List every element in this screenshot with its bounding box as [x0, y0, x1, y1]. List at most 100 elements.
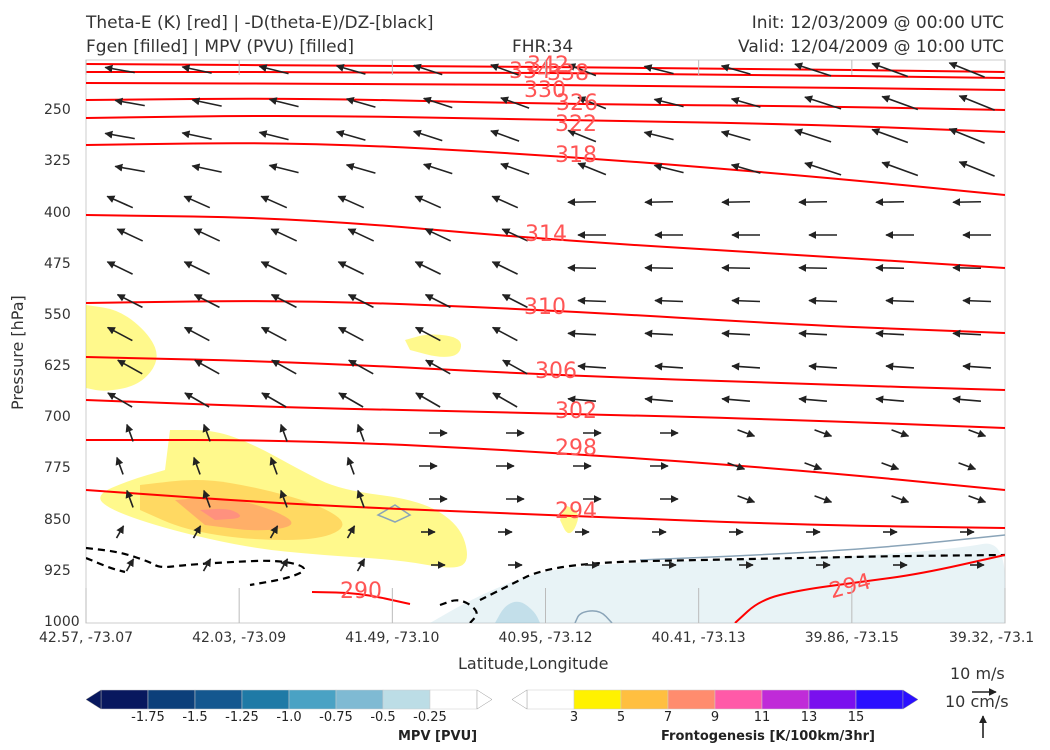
wind-vector — [270, 293, 297, 309]
filled-region-9 — [495, 601, 540, 623]
x-tick-label: 40.95, -73.12 — [498, 630, 593, 646]
theta-e-label-314: 314 — [525, 222, 567, 247]
mpv-colorbar-swatch — [241, 689, 290, 710]
wind-vector — [958, 94, 995, 111]
wind-vector — [727, 462, 746, 471]
theta-e-label-338: 338 — [547, 61, 589, 86]
chart-title-line2: Fgen [filled] | MPV (PVU) [filled] — [86, 37, 355, 57]
wind-vector — [952, 395, 982, 404]
wind-vector — [125, 423, 134, 442]
wind-vector — [346, 525, 356, 539]
y-tick-label: 475 — [44, 255, 71, 272]
wind-vector — [348, 359, 374, 375]
wind-vector — [191, 163, 222, 173]
wind-vector — [720, 64, 751, 75]
axes — [85, 60, 1006, 623]
fgen-colorbar-label: Frontogenesis [K/100km/3hr] — [661, 729, 875, 744]
wind-vector — [891, 495, 910, 504]
wind-vector — [804, 95, 842, 110]
theta-e-contour-10 — [86, 399, 1005, 429]
wind-vector — [191, 97, 222, 107]
wind-vector — [567, 129, 597, 143]
fgen-colorbar-right-arrow — [902, 689, 919, 710]
wind-vector — [948, 61, 985, 78]
wind-vector — [181, 64, 212, 74]
wind-vector — [337, 326, 364, 342]
wind-vector — [577, 296, 607, 305]
fgen-colorbar-tick: 3 — [569, 710, 579, 725]
filled-region-6 — [175, 497, 292, 531]
wind-vector — [347, 293, 374, 309]
wind-vector — [730, 97, 761, 108]
theta-e-label-334: 334 — [509, 59, 551, 84]
mpv-colorbar-left-arrow — [85, 689, 102, 710]
wind-vector — [346, 456, 355, 475]
wind-vector — [958, 462, 977, 471]
x-tick-label: 41.49, -73.10 — [345, 630, 440, 646]
filled-region-4 — [560, 505, 579, 534]
wind-vector — [414, 326, 441, 342]
y-tick-label: 775 — [44, 460, 71, 477]
wind-vector — [737, 495, 756, 504]
wind-vector — [577, 162, 607, 176]
wind-reference-horizontal: 10 m/s — [950, 664, 1005, 683]
wind-vector — [968, 495, 987, 504]
wind-vector — [881, 161, 919, 177]
theta-e-contour-5 — [86, 114, 1005, 133]
mpv-colorbar-swatch — [288, 689, 337, 710]
wind-vector — [808, 296, 838, 305]
wind-vector — [502, 359, 528, 375]
wind-vector — [653, 163, 684, 174]
filled-region-2 — [405, 334, 462, 357]
theta-e-label-330: 330 — [524, 78, 566, 103]
y-tick-label: 400 — [44, 204, 71, 221]
mpv-colorbar-label: MPV [PVU] — [398, 729, 478, 744]
wind-vector — [192, 525, 202, 539]
wind-vector — [958, 160, 995, 177]
wind-vector — [804, 462, 823, 471]
wind-vector — [106, 261, 133, 275]
wind-vector — [260, 195, 288, 209]
wind-vector — [730, 163, 761, 174]
x-tick-label: 42.57, -73.07 — [38, 630, 134, 646]
theta-e-label-322: 322 — [555, 112, 597, 137]
wind-vector — [115, 525, 125, 539]
mpv-colorbar-tick: -1.0 — [276, 710, 302, 725]
wind-vector — [794, 62, 832, 77]
mpv-colorbar-swatch — [335, 689, 384, 710]
wind-vector — [952, 329, 982, 338]
wind-vector — [808, 362, 838, 371]
y-tick-label: 925 — [44, 562, 71, 579]
fgen-colorbar-swatch — [667, 689, 716, 710]
y-tick-label: 625 — [44, 358, 71, 375]
x-axis-label: Latitude,Longitude — [458, 654, 609, 673]
x-tick-label: 39.32, -73.1 — [949, 630, 1035, 646]
theta-e-label-298: 298 — [555, 436, 597, 461]
wind-vector — [184, 392, 210, 408]
theta-e-contour-11 — [86, 438, 1005, 491]
wind-vectors — [104, 61, 995, 572]
mpv-colorbar-tick: -1.75 — [131, 710, 165, 725]
wind-vector — [202, 489, 211, 508]
wind-vector — [356, 558, 366, 572]
fgen-colorbar-tick: 9 — [710, 710, 720, 725]
wind-vector — [117, 359, 143, 375]
wind-vector — [260, 261, 287, 275]
mpv-colorbar-tick: -0.25 — [413, 710, 447, 725]
wind-vector — [720, 130, 751, 141]
theta-e-label-318: 318 — [555, 143, 597, 168]
wind-vector — [412, 63, 443, 76]
mpv-colorbar-tick: -0.75 — [319, 710, 353, 725]
wind-vector — [345, 97, 376, 108]
y-tick-label: 325 — [44, 153, 71, 170]
wind-vector — [891, 429, 910, 438]
mpv-colorbar-tick: -1.25 — [225, 710, 259, 725]
fgen-colorbar-swatch — [620, 689, 669, 710]
fgen-colorbar-swatch — [761, 689, 810, 710]
theta-e-contour-3 — [86, 82, 1005, 91]
wind-vector — [258, 130, 289, 141]
wind-vector — [107, 392, 133, 408]
y-tick-label: 1000 — [44, 614, 80, 630]
wind-vector — [731, 362, 761, 371]
